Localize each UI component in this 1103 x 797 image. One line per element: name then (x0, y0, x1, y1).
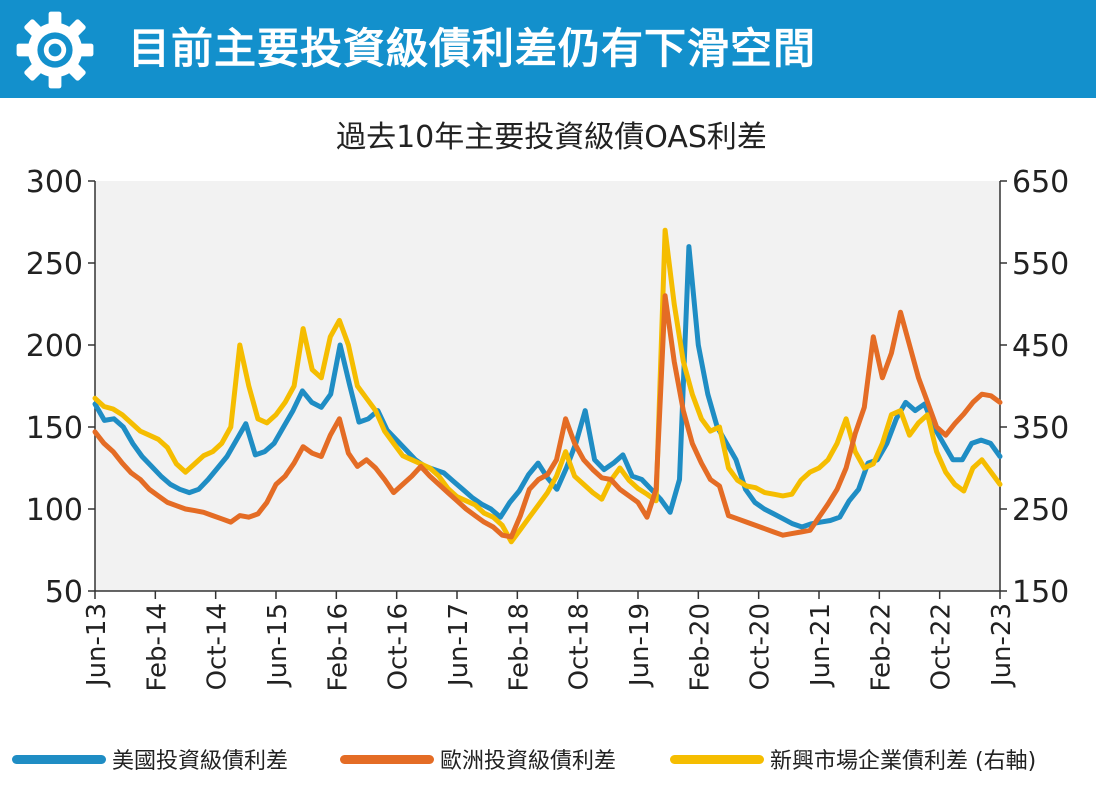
chart-legend: 美國投資級債利差 歐洲投資級債利差 新興市場企業債利差 (右軸) (0, 734, 1103, 784)
right-tick-label: 450 (1012, 329, 1069, 364)
x-tick-label: Oct-18 (565, 603, 595, 690)
legend-label: 新興市場企業債利差 (右軸) (770, 749, 1037, 774)
x-tick-label: Feb-18 (504, 603, 534, 692)
x-tick-label: Oct-22 (927, 603, 957, 690)
right-tick-label: 250 (1012, 493, 1069, 528)
x-tick-label: Jun-15 (263, 603, 293, 688)
x-tick-label: Jun-17 (444, 603, 474, 688)
series-line-1 (92, 293, 1003, 540)
legend-item: 歐洲投資級債利差 (340, 734, 616, 784)
left-tick-label: 300 (26, 165, 83, 200)
left-tick-label: 50 (45, 575, 83, 610)
left-tick-label: 150 (26, 411, 83, 446)
header-banner: 目前主要投資級債利差仍有下滑空間 (0, 0, 1096, 98)
right-tick-label: 350 (1012, 411, 1069, 446)
legend-item: 美國投資級債利差 (12, 734, 288, 784)
x-tick-label: Jun-21 (806, 603, 836, 688)
left-tick-label: 250 (26, 247, 83, 282)
plot-area (95, 181, 1000, 591)
series-line-2 (92, 227, 1003, 545)
x-tick-label: Feb-22 (866, 603, 896, 692)
x-tick-label: Feb-16 (323, 603, 353, 692)
legend-swatch (340, 754, 434, 764)
gear-icon (16, 11, 94, 89)
left-tick-label: 100 (26, 493, 83, 528)
chart-title: 過去10年主要投資級債OAS利差 (336, 120, 767, 155)
right-tick-label: 150 (1012, 575, 1069, 610)
right-tick-label: 550 (1012, 247, 1069, 282)
legend-item: 新興市場企業債利差 (右軸) (670, 734, 1036, 784)
x-tick-label: Jun-19 (625, 603, 655, 688)
x-tick-label: Feb-14 (142, 603, 172, 692)
x-tick-label: Jun-23 (987, 603, 1017, 688)
x-tick-label: Oct-16 (384, 603, 414, 690)
x-tick-label: Oct-20 (746, 603, 776, 690)
legend-swatch (670, 754, 764, 764)
right-tick-label: 650 (1012, 165, 1069, 200)
x-tick-label: Jun-13 (82, 603, 112, 688)
left-tick-label: 200 (26, 329, 83, 364)
x-tick-label: Feb-20 (685, 603, 715, 692)
legend-label: 美國投資級債利差 (112, 749, 289, 774)
legend-swatch (12, 754, 106, 764)
legend-label: 歐洲投資級債利差 (440, 749, 617, 774)
x-tick-label: Oct-14 (203, 603, 233, 690)
page-title: 目前主要投資級債利差仍有下滑空間 (128, 24, 817, 73)
series-line-0 (92, 244, 1003, 530)
